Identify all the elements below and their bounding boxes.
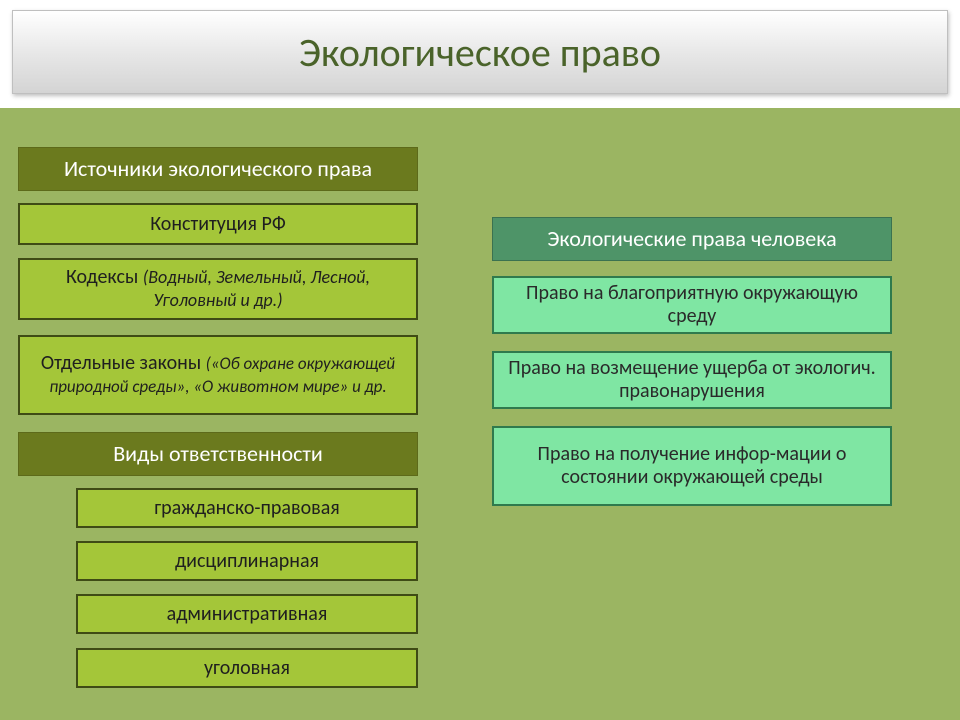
box-right-info: Право на получение инфор-мации о состоян… <box>492 426 892 506</box>
box-text: административная <box>167 602 328 626</box>
box-text: Конституция РФ <box>150 212 286 236</box>
box-administrative: административная <box>76 594 418 634</box>
box-content: уголовная <box>198 655 296 682</box>
box-subtext: (Водный, Земельный, Лесной, Уголовный и … <box>143 266 370 311</box>
box-text: Право на возмещение ущерба от экологич. … <box>508 356 875 403</box>
box-content: Конституция РФ <box>144 211 292 238</box>
box-text: Экологические права человека <box>547 225 836 252</box>
box-content: дисциплинарная <box>169 548 325 575</box>
box-content: Право на получение инфор-мации о состоян… <box>494 441 890 491</box>
box-criminal: уголовная <box>76 648 418 688</box>
box-content: административная <box>161 601 334 628</box>
box-disciplinary: дисциплинарная <box>76 541 418 581</box>
title-banner: Экологическое право <box>12 10 948 94</box>
box-text: Источники экологического права <box>64 155 372 182</box>
box-content: Экологические права человека <box>541 224 842 253</box>
main-panel: Источники экологического права Конституци… <box>0 108 960 720</box>
box-text: Кодексы <box>66 265 143 289</box>
box-content: Кодексы (Водный, Земельный, Лесной, Угол… <box>20 264 416 314</box>
box-laws: Отдельные законы («Об охране окружающей … <box>18 335 418 415</box>
box-text: Право на получение инфор-мации о состоян… <box>538 442 847 489</box>
box-rights-header: Экологические права человека <box>492 217 892 261</box>
box-text: уголовная <box>204 656 290 680</box>
box-content: Отдельные законы («Об охране окружающей … <box>20 350 416 400</box>
box-content: Право на возмещение ущерба от экологич. … <box>494 355 890 405</box>
box-text: дисциплинарная <box>175 549 319 573</box>
box-content: Право на благоприятную окружающую среду <box>494 280 890 330</box>
box-text: гражданско-правовая <box>154 496 340 520</box>
box-right-env: Право на благоприятную окружающую среду <box>492 276 892 334</box>
box-sources-header: Источники экологического права <box>18 147 418 191</box>
box-content: Источники экологического права <box>58 154 378 183</box>
box-content: гражданско-правовая <box>148 495 346 522</box>
box-constitution: Конституция РФ <box>18 203 418 245</box>
box-liability-header: Виды ответственности <box>18 432 418 476</box>
box-civil: гражданско-правовая <box>76 488 418 528</box>
box-right-damage: Право на возмещение ущерба от экологич. … <box>492 351 892 409</box>
box-content: Виды ответственности <box>107 439 329 468</box>
box-text: Право на благоприятную окружающую среду <box>526 281 858 328</box>
box-text: Виды ответственности <box>113 440 323 467</box>
box-codes: Кодексы (Водный, Земельный, Лесной, Угол… <box>18 258 418 320</box>
page-title: Экологическое право <box>299 28 661 77</box>
box-text: Отдельные законы <box>41 351 206 375</box>
